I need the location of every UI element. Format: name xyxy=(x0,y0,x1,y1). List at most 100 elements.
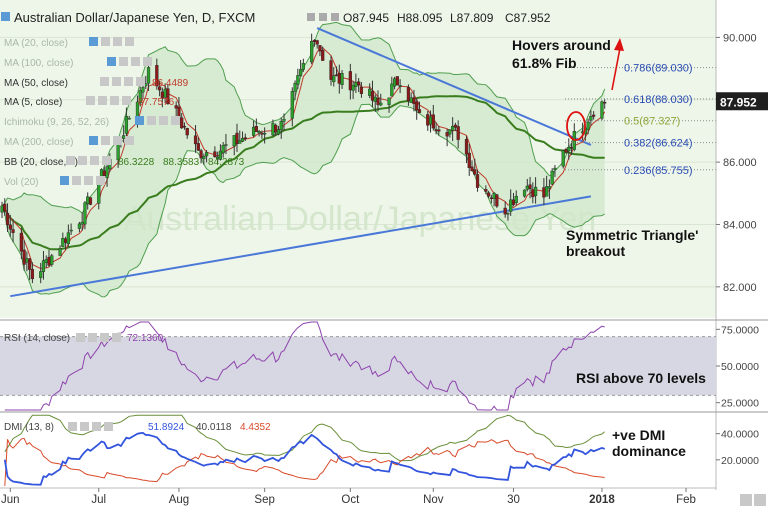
dmi-settings-icon[interactable] xyxy=(68,422,77,431)
candle-body xyxy=(221,145,225,154)
price-tick-label: 86.000 xyxy=(723,157,757,169)
indicator-visibility-icon[interactable] xyxy=(107,57,116,66)
indicator-remove-icon[interactable] xyxy=(143,57,152,66)
candle-body xyxy=(240,138,245,142)
candle-body xyxy=(567,146,571,152)
rsi-remove-icon[interactable] xyxy=(100,333,109,342)
candle-body xyxy=(174,105,178,109)
candles-group xyxy=(0,33,607,284)
indicator-visibility-icon[interactable] xyxy=(60,176,69,185)
dmi-add-icon[interactable] xyxy=(80,422,89,431)
candle-body xyxy=(102,170,106,177)
indicator-settings-icon[interactable] xyxy=(119,57,128,66)
indicator-settings-icon[interactable] xyxy=(72,176,81,185)
indicator-remove-icon[interactable] xyxy=(171,116,180,125)
time-tick-label: Feb xyxy=(676,494,696,506)
indicator-settings-icon[interactable] xyxy=(101,136,110,145)
collapse-icon[interactable] xyxy=(1,12,10,21)
candle-body xyxy=(122,135,126,139)
candle-body xyxy=(243,137,247,139)
rsi-close-icon[interactable] xyxy=(112,333,121,342)
indicator-add-icon[interactable] xyxy=(159,116,168,125)
indicator-settings-icon[interactable] xyxy=(98,96,107,105)
candle-body xyxy=(235,132,239,144)
rsi-value: 72.1360 xyxy=(127,333,164,344)
settings-icon[interactable] xyxy=(307,13,315,21)
indicator-remove-icon[interactable] xyxy=(122,96,131,105)
indicator-add-icon[interactable] xyxy=(124,77,133,86)
time-tick-label: Sep xyxy=(254,494,274,506)
trendline-upper xyxy=(316,27,592,146)
candle-body xyxy=(163,88,167,98)
indicator-remove-icon[interactable] xyxy=(102,156,111,165)
candle-body xyxy=(398,85,402,87)
candle-body xyxy=(199,150,203,159)
indicator-add-icon[interactable] xyxy=(90,156,99,165)
indicator-remove-icon[interactable] xyxy=(125,37,134,46)
ma50-line xyxy=(1,95,605,251)
dmi-annotation-line2: dominance xyxy=(612,443,686,459)
rsi-settings-icon[interactable] xyxy=(76,333,85,342)
indicator-settings-icon[interactable] xyxy=(101,37,110,46)
indicator-settings-icon[interactable] xyxy=(112,77,121,86)
indicator-value: 86.4489 xyxy=(152,78,189,89)
candle-body xyxy=(547,186,552,189)
indicator-visibility-icon[interactable] xyxy=(66,156,75,165)
indicator-remove-icon[interactable] xyxy=(136,77,145,86)
indicator-visibility-icon[interactable] xyxy=(86,96,95,105)
plus-di-line xyxy=(3,431,606,486)
time-tick-label: Nov xyxy=(423,494,444,506)
candle-body xyxy=(406,86,411,101)
dmi-close-icon[interactable] xyxy=(104,422,113,431)
rsi-add-icon[interactable] xyxy=(88,333,97,342)
candle-body xyxy=(569,147,574,149)
indicator-add-icon[interactable] xyxy=(113,136,122,145)
current-price-box xyxy=(716,92,768,111)
bollinger-lower-line xyxy=(1,103,605,298)
candle-body xyxy=(30,269,35,280)
candle-body xyxy=(448,129,452,135)
candle-body xyxy=(357,81,361,86)
candle-body xyxy=(373,96,377,102)
annotation-triangle-line2: breakout xyxy=(566,243,625,259)
indicator-add-icon[interactable] xyxy=(110,96,119,105)
candle-body xyxy=(351,84,355,91)
candle-body xyxy=(61,238,65,247)
indicator-remove-icon[interactable] xyxy=(125,136,134,145)
candle-body xyxy=(254,126,258,132)
indicator-value: 88.3583 xyxy=(163,157,200,168)
candle-body xyxy=(282,118,286,122)
candle-body xyxy=(185,128,189,136)
indicator-visibility-icon[interactable] xyxy=(100,77,109,86)
indicator-visibility-icon[interactable] xyxy=(89,37,98,46)
rsi-tick-label: 75.0000 xyxy=(721,324,759,336)
candle-body xyxy=(445,132,449,137)
candle-body xyxy=(337,73,341,84)
indicator-settings-icon[interactable] xyxy=(147,116,156,125)
candle-body xyxy=(321,49,325,61)
indicator-add-icon[interactable] xyxy=(84,176,93,185)
indicator-remove-icon[interactable] xyxy=(96,176,105,185)
indicator-add-icon[interactable] xyxy=(131,57,140,66)
candle-body xyxy=(395,76,399,86)
candle-body xyxy=(41,260,46,272)
candle-body xyxy=(238,140,242,144)
chart-settings-icon[interactable] xyxy=(740,494,752,506)
indicator-add-icon[interactable] xyxy=(113,37,122,46)
candle-body xyxy=(213,151,217,158)
rsi-line xyxy=(4,321,605,411)
indicator-visibility-icon[interactable] xyxy=(89,136,98,145)
annotation-triangle-line1: Symmetric Triangle' xyxy=(566,227,699,243)
indicator-value: 87.7576 xyxy=(138,97,175,108)
close-icon[interactable] xyxy=(331,13,339,21)
candle-body xyxy=(66,232,70,245)
dmi-remove-icon[interactable] xyxy=(92,422,101,431)
eye-icon[interactable] xyxy=(319,13,327,21)
dmi-value: 4.4352 xyxy=(240,422,271,433)
candle-body xyxy=(86,196,90,205)
indicator-visibility-icon[interactable] xyxy=(135,116,144,125)
indicator-settings-icon[interactable] xyxy=(78,156,87,165)
candle-body xyxy=(279,120,283,131)
chart-fullscreen-icon[interactable] xyxy=(754,494,766,506)
candle-body xyxy=(348,71,352,91)
